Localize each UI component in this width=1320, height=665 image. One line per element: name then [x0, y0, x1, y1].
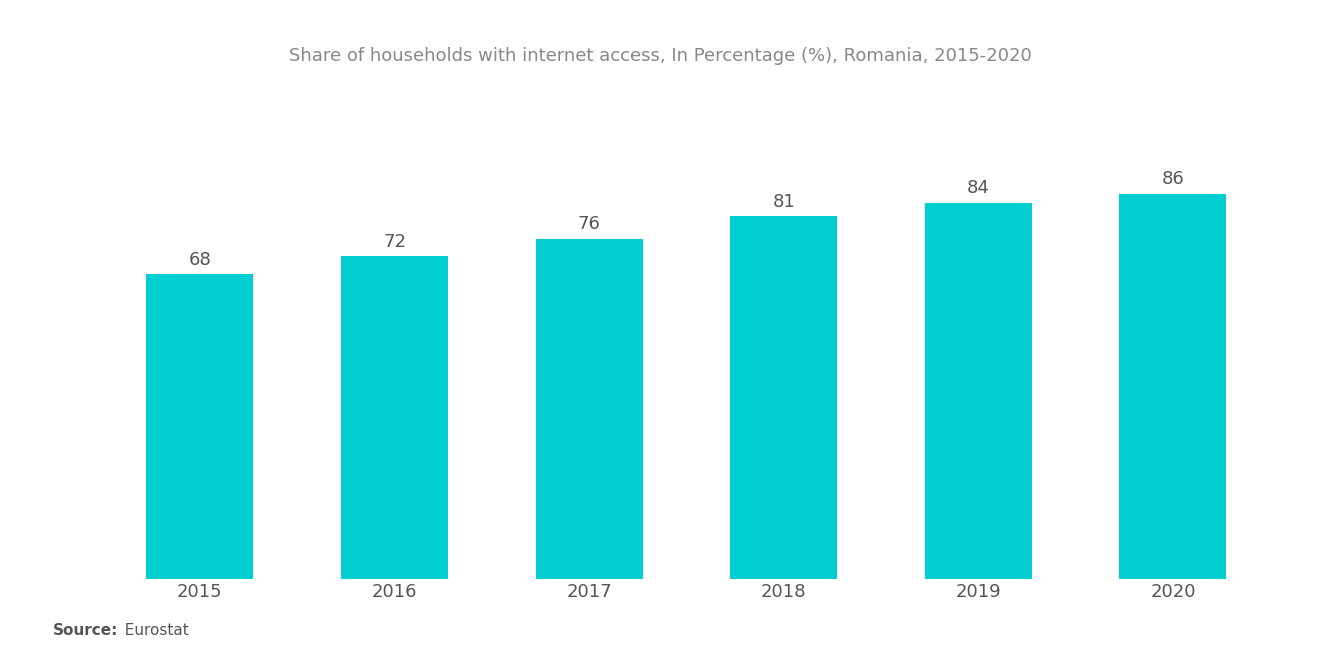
Bar	[147, 275, 253, 579]
Text: 68: 68	[189, 251, 211, 269]
Text: 72: 72	[383, 233, 407, 251]
Bar	[925, 203, 1032, 579]
Bar	[536, 239, 643, 579]
Text: 76: 76	[578, 215, 601, 233]
Text: Share of households with internet access, In Percentage (%), Romania, 2015-2020: Share of households with internet access…	[289, 47, 1031, 65]
Bar	[1119, 194, 1226, 579]
Text: Source:: Source:	[53, 623, 119, 638]
Text: 81: 81	[772, 193, 795, 211]
Text: 86: 86	[1162, 170, 1184, 188]
Bar	[730, 216, 837, 579]
Bar	[341, 257, 447, 579]
Text: Eurostat: Eurostat	[115, 623, 189, 638]
Text: 84: 84	[966, 180, 990, 198]
